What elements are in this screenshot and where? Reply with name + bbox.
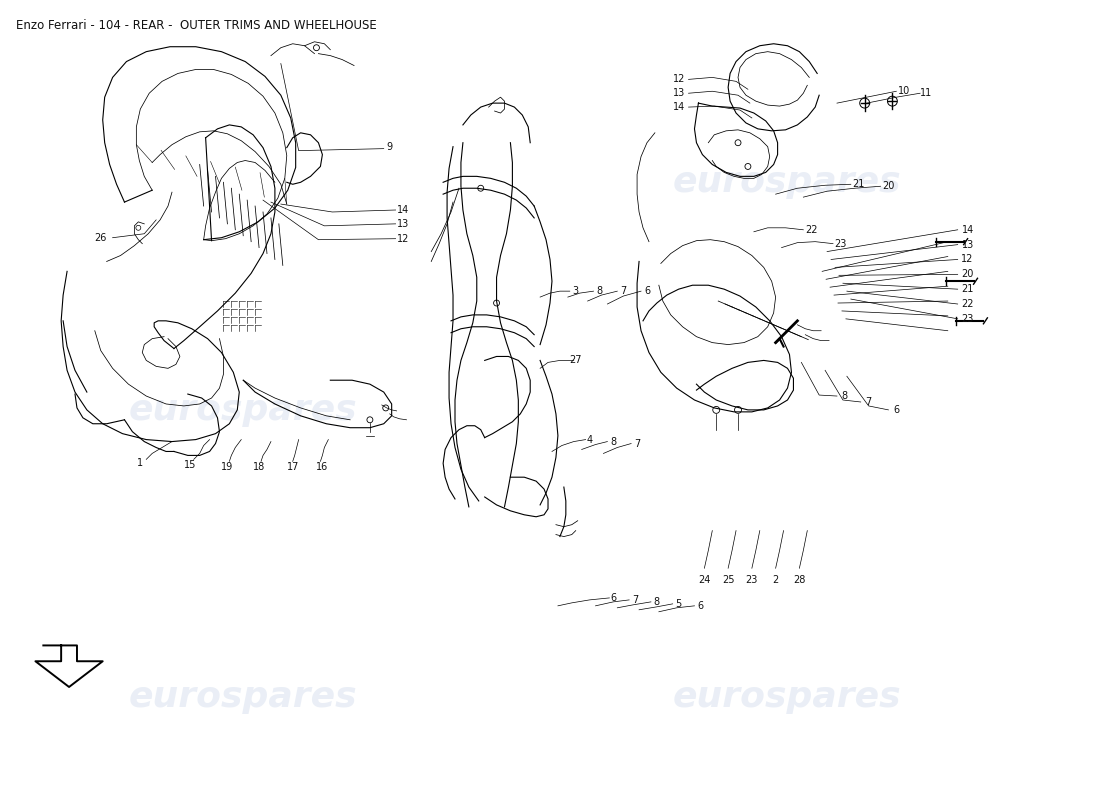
- Text: 6: 6: [610, 593, 616, 603]
- Text: 22: 22: [961, 299, 974, 309]
- Text: 18: 18: [253, 462, 265, 472]
- Text: 19: 19: [221, 462, 233, 472]
- Text: 12: 12: [961, 254, 974, 265]
- Text: 7: 7: [620, 286, 626, 296]
- Text: 20: 20: [882, 182, 894, 191]
- Text: 16: 16: [317, 462, 329, 472]
- Text: 6: 6: [644, 286, 650, 296]
- Text: 27: 27: [570, 355, 582, 366]
- Text: 1: 1: [138, 458, 143, 468]
- Text: 8: 8: [596, 286, 603, 296]
- Text: 22: 22: [805, 225, 817, 234]
- Text: 7: 7: [634, 438, 640, 449]
- Text: 8: 8: [842, 391, 848, 401]
- Text: 23: 23: [961, 314, 974, 324]
- Text: eurospares: eurospares: [673, 680, 902, 714]
- Text: 15: 15: [184, 460, 196, 470]
- Text: 8: 8: [610, 437, 616, 446]
- Text: Enzo Ferrari - 104 - REAR -  OUTER TRIMS AND WHEELHOUSE: Enzo Ferrari - 104 - REAR - OUTER TRIMS …: [15, 19, 376, 32]
- Text: eurospares: eurospares: [129, 680, 358, 714]
- Text: 8: 8: [653, 597, 660, 607]
- Text: 21: 21: [961, 284, 974, 294]
- Text: 7: 7: [632, 595, 638, 605]
- Text: 6: 6: [697, 601, 704, 611]
- Text: 9: 9: [386, 142, 393, 152]
- Text: 14: 14: [397, 205, 409, 215]
- Text: 12: 12: [672, 74, 685, 84]
- Text: 14: 14: [672, 102, 685, 112]
- Text: 10: 10: [898, 86, 911, 96]
- Text: 4: 4: [586, 434, 593, 445]
- Text: 26: 26: [95, 233, 107, 242]
- Text: 17: 17: [286, 462, 299, 472]
- Text: eurospares: eurospares: [129, 393, 358, 427]
- Text: 25: 25: [722, 575, 735, 585]
- Text: 5: 5: [675, 599, 682, 609]
- Text: 6: 6: [893, 405, 900, 415]
- Text: 14: 14: [961, 225, 974, 234]
- Text: 3: 3: [573, 286, 579, 296]
- Text: 28: 28: [793, 575, 805, 585]
- Text: 11: 11: [920, 88, 932, 98]
- Text: 13: 13: [672, 88, 685, 98]
- Text: 13: 13: [397, 219, 409, 229]
- Text: 23: 23: [746, 575, 758, 585]
- Text: 13: 13: [961, 240, 974, 250]
- Text: eurospares: eurospares: [673, 166, 902, 199]
- Text: 20: 20: [961, 270, 974, 279]
- Text: 7: 7: [866, 397, 872, 407]
- Text: 12: 12: [397, 234, 409, 244]
- Text: 2: 2: [772, 575, 779, 585]
- Text: 21: 21: [852, 179, 865, 190]
- Text: 24: 24: [698, 575, 711, 585]
- Text: 23: 23: [835, 238, 847, 249]
